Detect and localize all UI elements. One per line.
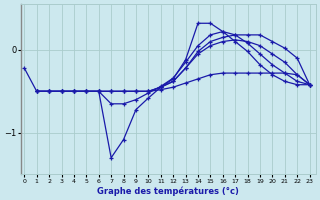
X-axis label: Graphe des températures (°c): Graphe des températures (°c) — [97, 186, 239, 196]
